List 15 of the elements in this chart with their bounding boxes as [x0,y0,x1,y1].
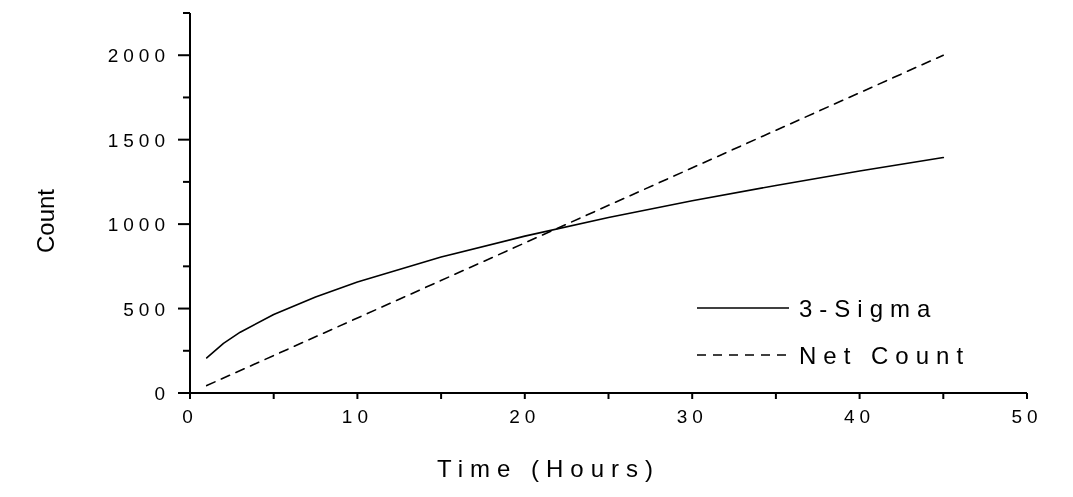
y-tick-label: 500 [123,298,170,320]
x-tick-label: 50 [1011,406,1043,427]
y-axis-title: Count [32,188,59,254]
x-tick-label: 30 [676,406,708,427]
x-tick-label: 20 [509,406,541,427]
y-tick-label: 1000 [107,214,170,236]
x-tick-label: 10 [341,406,373,427]
y-tick-label: 2000 [107,45,170,67]
x-tick-label: 40 [844,406,876,427]
y-tick-label: 0 [154,383,170,404]
legend-label: 3-Sigma [799,295,938,322]
x-axis-title: Time (Hours) [436,455,661,482]
x-tick-label: 0 [182,406,198,427]
legend-label: Net Count [799,342,971,369]
y-tick-label: 1500 [107,129,170,151]
